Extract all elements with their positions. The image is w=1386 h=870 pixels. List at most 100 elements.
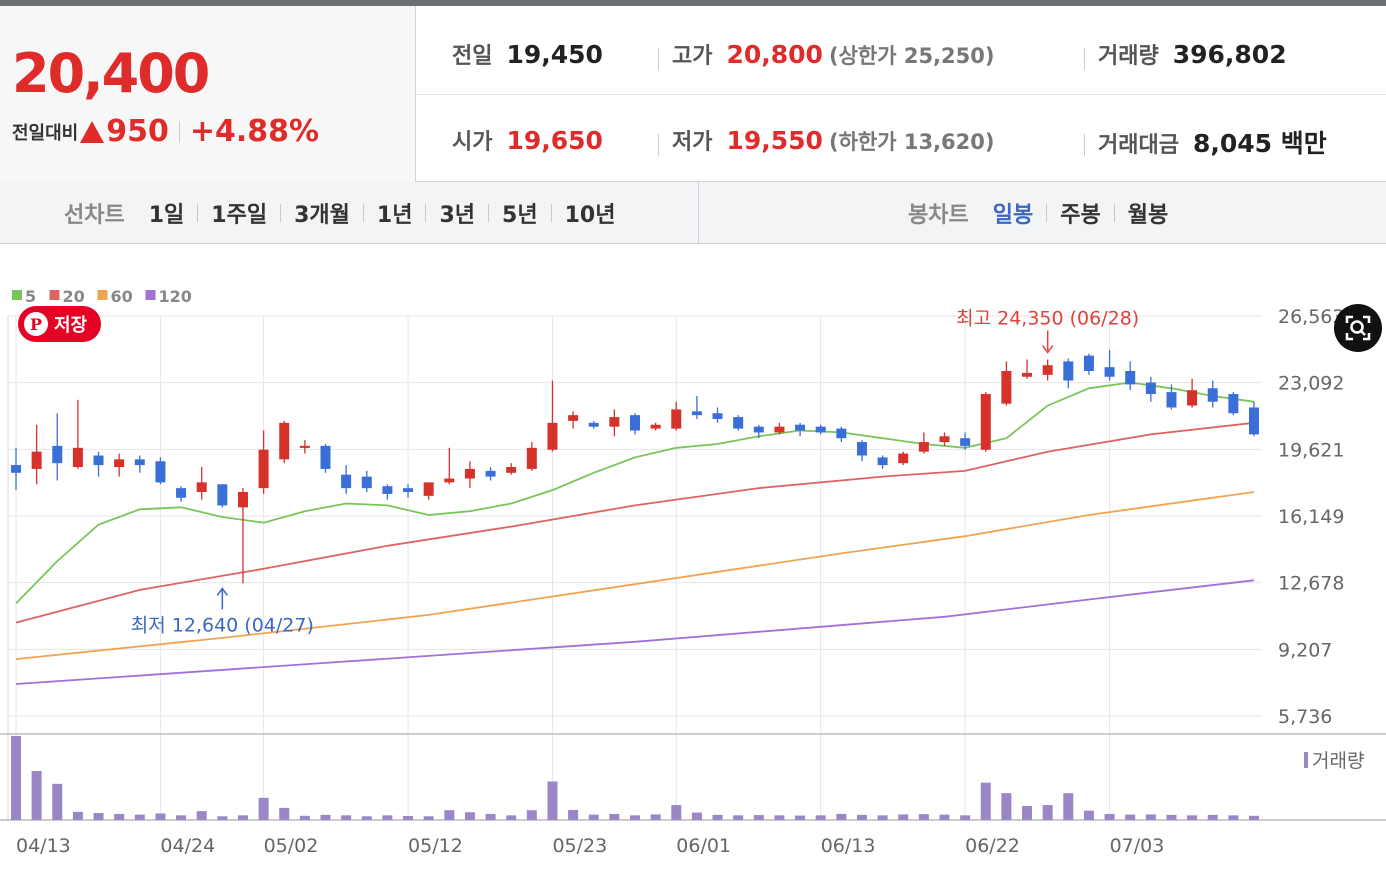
volume-bar (72, 811, 83, 820)
candle-body (980, 394, 991, 450)
volume-bar (1083, 810, 1094, 820)
volume-bar (444, 810, 455, 820)
volume-bar (733, 815, 744, 820)
candle-body (258, 449, 269, 489)
candle-body (93, 455, 104, 466)
x-tick-label: 05/23 (552, 835, 607, 857)
candle-body (671, 409, 682, 429)
volume-bar (217, 816, 228, 820)
candle-body (712, 413, 723, 420)
stat-prev-close: 전일 19,450 (452, 38, 603, 70)
divider (1113, 203, 1115, 222)
volume-bar (237, 815, 248, 820)
candle-body (279, 422, 290, 460)
volume-bar (568, 809, 579, 820)
x-tick-label: 05/12 (408, 835, 463, 857)
volume-bar (1166, 814, 1177, 820)
volume-bar (341, 815, 352, 820)
tab-1w[interactable]: 1주일 (211, 202, 268, 228)
candle-body (444, 478, 455, 483)
tab-10y[interactable]: 10년 (564, 202, 616, 228)
volume-bar (1207, 814, 1218, 820)
volume-bar (279, 807, 290, 820)
volume-bar (1145, 814, 1156, 820)
y-tick-label: 23,092 (1278, 373, 1344, 395)
save-button[interactable]: P 저장 (18, 306, 102, 342)
candle-body (114, 459, 125, 468)
volume-bar (1187, 815, 1198, 820)
volume-bar (485, 813, 496, 820)
candle-body (691, 411, 702, 416)
annotation-arrow-head (1042, 345, 1054, 354)
volume-bar (836, 813, 847, 820)
annotation-layer: 최고 24,350 (06/28) 최저 12,640 (04/27) (131, 308, 1139, 637)
candle-body (650, 424, 661, 429)
divider (362, 203, 364, 222)
price-box: 20,400 전일대비 950 +4.88% (0, 6, 416, 182)
divider (280, 203, 282, 222)
volume-bar (114, 813, 125, 820)
tab-daily[interactable]: 일봉 (992, 202, 1034, 228)
stat-high: 고가 20,800 (상한가 25,250) (672, 38, 994, 70)
up-triangle-icon (80, 120, 105, 143)
volume-bar (774, 815, 785, 820)
volume-bar (196, 811, 207, 820)
volume-bar (939, 814, 950, 820)
candle-body (1001, 370, 1012, 404)
candle-body (1166, 392, 1177, 408)
volume-bar (671, 805, 682, 820)
volume-bar (1249, 815, 1259, 820)
legend-swatch (97, 290, 108, 300)
stat-volume: 거래량 396,802 (1098, 38, 1287, 70)
volume-layer (11, 736, 1259, 820)
stat-label: 거래대금 (1098, 133, 1179, 158)
save-label: 저장 (54, 315, 88, 336)
volume-bar (423, 816, 434, 820)
divider (425, 203, 427, 222)
volume-bar (691, 812, 702, 820)
x-tick-label: 04/24 (160, 835, 215, 857)
candle-body (960, 438, 971, 446)
stats-panel: 전일 19,450 고가 20,800 (상한가 25,250) 거래량 396… (416, 6, 1386, 182)
x-tick-label: 07/03 (1110, 835, 1165, 857)
volume-bar (1125, 814, 1136, 820)
volume-bar (815, 815, 826, 820)
volume-bar (609, 813, 620, 820)
zoom-button[interactable] (1334, 304, 1382, 352)
volume-bar (1063, 793, 1074, 820)
candle-chart-tabs: 봉차트 일봉 주봉 월봉 (908, 182, 1168, 243)
tab-3m[interactable]: 3개월 (294, 202, 350, 228)
tab-weekly[interactable]: 주봉 (1060, 202, 1101, 228)
stat-limit: (상한가 25,250) (828, 44, 995, 68)
stat-value: 19,450 (506, 40, 603, 69)
legend-swatch (12, 290, 22, 300)
tab-5y[interactable]: 5년 (502, 202, 538, 228)
candle-body (588, 422, 599, 427)
y-tick-label: 16,149 (1278, 506, 1344, 528)
candle-body (1042, 365, 1053, 375)
volume-bar (630, 815, 640, 820)
tab-monthly[interactable]: 월봉 (1127, 202, 1169, 228)
x-tick-label: 06/22 (965, 835, 1020, 857)
candle-body (299, 445, 310, 448)
candle-body (918, 442, 929, 452)
stat-low: 저가 19,550 (하한가 13,620) (672, 124, 994, 156)
volume-bar (403, 816, 414, 820)
price-chart: 26,563 23,092 19,621 16,149 12,678 9,207 5,736… (0, 287, 1386, 857)
stats-divider (416, 94, 1386, 95)
legend-swatch (145, 290, 156, 300)
ma120-layer (15, 579, 1255, 685)
candle-body (1249, 407, 1259, 435)
current-price: 20,400 (12, 42, 210, 105)
tab-3y[interactable]: 3년 (439, 202, 476, 228)
tab-1y[interactable]: 1년 (376, 202, 413, 228)
candle-body (11, 465, 21, 473)
stat-value: 20,800 (726, 40, 823, 69)
candle-body (1063, 361, 1074, 381)
divider (658, 134, 659, 156)
candle-body (1083, 355, 1094, 371)
volume-bar (176, 815, 187, 820)
candle-body (382, 486, 393, 494)
tab-1d[interactable]: 1일 (148, 202, 185, 228)
ma60-line (15, 491, 1255, 660)
